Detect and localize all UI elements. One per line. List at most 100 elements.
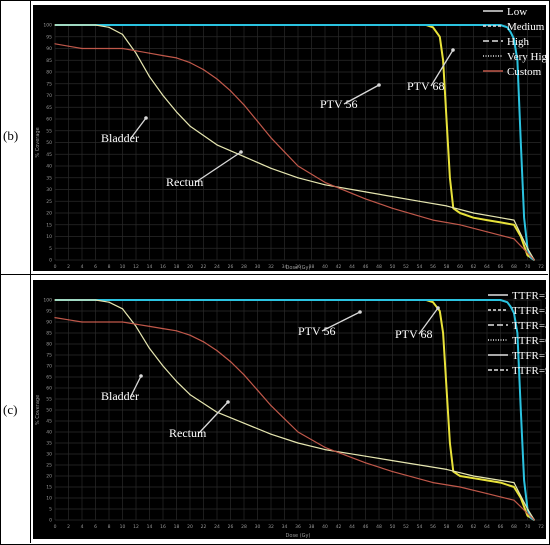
x-tick-label: 22 (201, 524, 207, 530)
data-point (297, 442, 299, 444)
x-tick-label: 48 (376, 524, 382, 530)
data-point (418, 200, 421, 202)
data-point (459, 212, 461, 214)
plot-background (33, 280, 546, 539)
dvh-chart-b: 0 2 4 6 8 10 12 14 16 18 20 22 24 26 28 30 32 34 36 38 40 42 4… (33, 5, 546, 271)
x-tick-label: 0 (54, 264, 57, 270)
x-tick-label: 60 (457, 264, 463, 270)
x-tick-label: 50 (390, 264, 396, 270)
y-tick-label: 0 (49, 258, 52, 264)
data-point (175, 380, 178, 382)
annotation-arrow (430, 49, 454, 87)
data-point (67, 45, 70, 47)
data-point (523, 217, 525, 219)
data-point (81, 321, 83, 323)
x-tick-label: 28 (241, 264, 247, 270)
x-tick-label: 54 (417, 264, 423, 270)
y-tick-label: 70 (46, 364, 52, 370)
x-tick-label: 50 (390, 524, 396, 530)
data-point (121, 321, 124, 323)
data-point (148, 52, 151, 54)
data-point (526, 254, 529, 256)
x-tick-label: 64 (484, 524, 490, 530)
x-tick-label: 46 (363, 264, 369, 270)
x-tick-label: 58 (444, 524, 450, 530)
x-tick-label: 40 (322, 264, 328, 270)
x-tick-label: 2 (67, 524, 70, 530)
data-point (506, 26, 508, 28)
x-tick-label: 64 (484, 264, 490, 270)
x-tick-label: 8 (108, 264, 111, 270)
data-point (148, 76, 151, 78)
data-point (486, 493, 488, 495)
y-tick-label: 30 (46, 452, 52, 458)
y-tick-label: 90 (46, 320, 52, 326)
data-point (297, 177, 299, 179)
data-point (499, 479, 502, 481)
data-point (94, 24, 97, 26)
data-point (506, 301, 508, 303)
data-point (513, 238, 515, 240)
x-tick-label: 72 (538, 264, 544, 270)
data-point (486, 231, 488, 233)
data-point (256, 120, 259, 122)
data-point (216, 350, 218, 352)
y-tick-label: 10 (46, 234, 52, 240)
data-point (202, 69, 205, 71)
data-point (513, 486, 515, 488)
data-point (148, 347, 151, 349)
data-point (391, 195, 394, 198)
x-tick-label: 12 (133, 264, 139, 270)
data-point (391, 471, 394, 473)
x-tick-label: 66 (498, 264, 504, 270)
x-tick-label: 4 (81, 264, 84, 270)
data-point (229, 90, 232, 92)
label-column-divider-b (30, 0, 31, 274)
data-point (135, 52, 137, 54)
y-tick-label: 80 (46, 342, 52, 348)
data-point (526, 515, 529, 517)
x-tick-label: 2 (67, 264, 70, 270)
x-tick-label: 36 (295, 264, 301, 270)
x-tick-label: 42 (336, 524, 342, 530)
x-tick-label: 24 (214, 264, 220, 270)
data-point (449, 177, 451, 179)
y-tick-label: 100 (43, 23, 52, 29)
data-point (162, 328, 164, 330)
data-point (135, 323, 137, 325)
annotation-label: PTV 68 (407, 79, 444, 93)
data-point (391, 460, 394, 462)
data-point (445, 118, 448, 120)
y-tick-label: 15 (46, 485, 52, 491)
data-point (270, 405, 272, 407)
legend-entry: TTFR=40 (512, 320, 546, 332)
x-tick-label: 70 (525, 524, 531, 530)
y-tick-label: 5 (49, 246, 52, 252)
y-tick-label: 95 (46, 309, 52, 315)
x-tick-label: 20 (187, 524, 193, 530)
data-point (513, 219, 515, 221)
y-tick-label: 30 (46, 187, 52, 193)
legend-entry: TTFR=20 (512, 290, 546, 302)
data-point (449, 442, 451, 444)
y-axis-label: % Coverage (35, 395, 41, 425)
x-tick-label: 70 (525, 264, 531, 270)
x-tick-label: 14 (147, 264, 153, 270)
legend-entry: TTFR=70 (512, 350, 546, 362)
data-point (432, 26, 434, 28)
data-point (243, 104, 245, 106)
data-point (189, 62, 191, 64)
annotation-label: PTV 56 (298, 324, 335, 338)
data-point (439, 36, 441, 38)
data-point (533, 259, 535, 261)
x-tick-label: 60 (457, 524, 463, 530)
y-tick-label: 65 (46, 375, 52, 381)
plot-background (33, 5, 546, 271)
data-point (526, 247, 529, 249)
data-point (54, 43, 56, 45)
panel-label-c: (c) (3, 402, 18, 417)
data-point (533, 519, 535, 521)
data-point (442, 332, 444, 334)
data-point (121, 308, 124, 310)
y-tick-label: 75 (46, 353, 52, 359)
